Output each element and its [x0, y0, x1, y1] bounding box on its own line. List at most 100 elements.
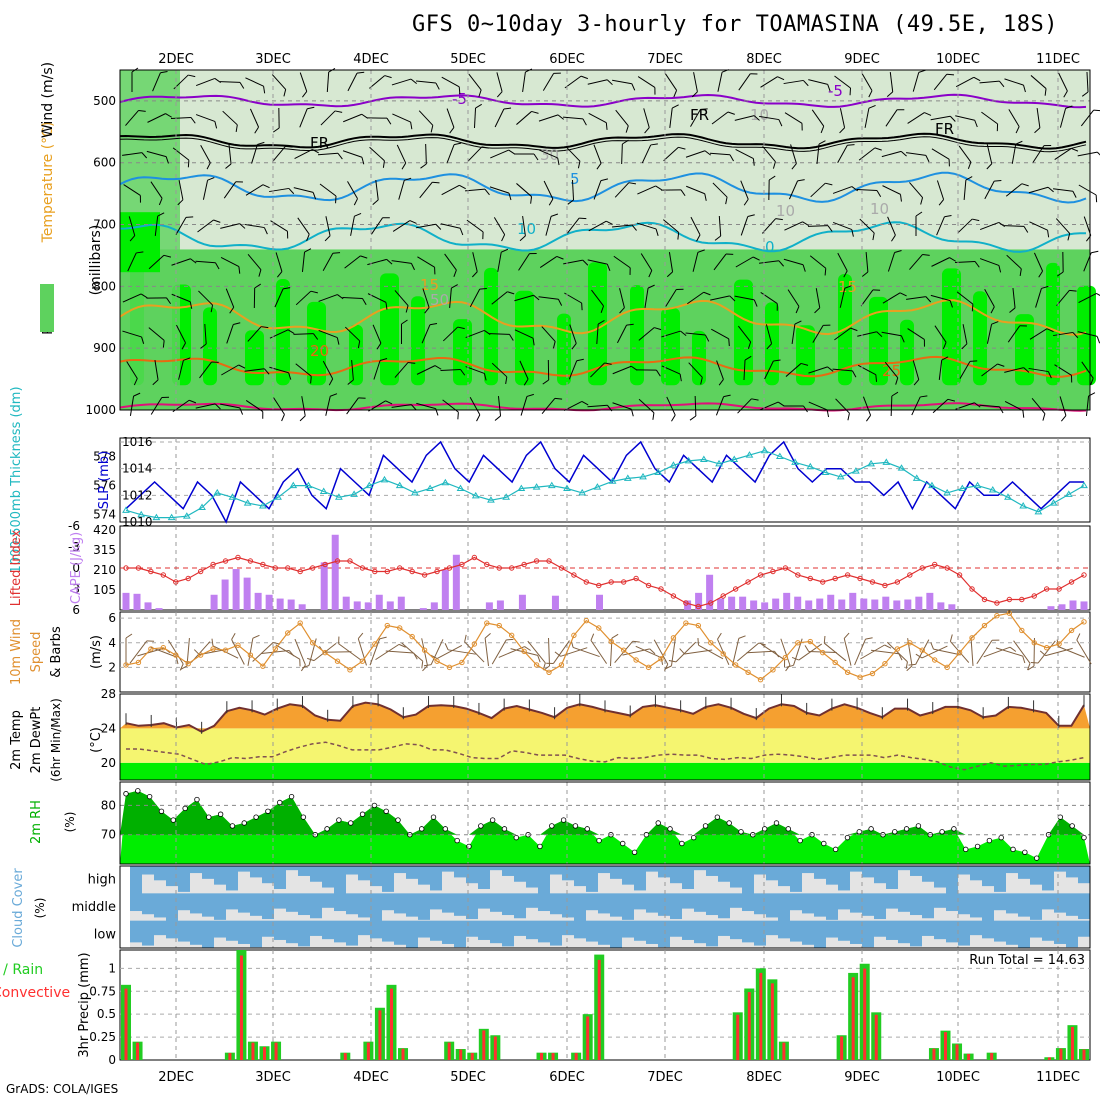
barb-staff — [962, 324, 968, 344]
barb-staff — [815, 288, 821, 308]
cloud-bar — [874, 936, 886, 948]
barb-flag — [457, 326, 465, 330]
rh-column — [942, 268, 961, 386]
barb-staff — [1076, 639, 1092, 665]
rh-column — [973, 291, 987, 386]
wind-barb — [936, 180, 945, 206]
barb-staff — [921, 645, 948, 659]
barb-flag — [239, 82, 245, 89]
li-marker — [645, 582, 652, 589]
wind-barb — [177, 180, 184, 206]
barb-flag — [449, 127, 455, 134]
thickness-marker — [973, 481, 982, 489]
wind-marker — [521, 648, 527, 655]
barb-flag — [139, 195, 141, 203]
slp-tick: 1014 — [122, 462, 153, 476]
wind-barb — [768, 175, 776, 201]
wind-barb — [419, 181, 440, 199]
barb-staff — [644, 288, 649, 308]
precip-tick: 0.75 — [89, 984, 116, 998]
wind-barb — [909, 182, 924, 205]
cloud-bar — [970, 917, 982, 921]
cloud-bar — [586, 941, 598, 948]
barb-flag — [283, 89, 287, 97]
wind-barb — [735, 149, 755, 166]
wind-marker — [1019, 627, 1025, 634]
barb-staff — [614, 182, 630, 198]
barb-flag — [508, 192, 512, 201]
barb-flag — [753, 299, 758, 307]
barb-flag — [666, 271, 673, 278]
barb-staff — [981, 111, 998, 125]
x-date-bottom: 3DEC — [255, 1070, 291, 1085]
barb-staff — [785, 363, 802, 377]
barb-flag — [866, 415, 871, 422]
barb-staff — [759, 115, 779, 121]
barb-flag — [276, 271, 283, 278]
wind-barb — [864, 104, 876, 128]
rh-column — [588, 262, 607, 386]
barb-staff — [907, 112, 925, 124]
cloud-bar — [694, 943, 706, 948]
barb-flag — [996, 123, 999, 132]
wind-barb — [1058, 72, 1068, 98]
x-date-top: 6DEC — [549, 52, 585, 67]
cloud-bar — [610, 878, 622, 894]
precip-conv-bar — [990, 1053, 994, 1060]
wind-barb — [220, 223, 246, 229]
wind-barb — [759, 115, 783, 127]
wind-barb — [790, 144, 797, 170]
wind-barb — [541, 397, 563, 414]
cape-bar — [441, 570, 449, 610]
barb-staff — [764, 360, 774, 380]
thickness-marker — [137, 510, 146, 518]
barb-flag — [185, 216, 194, 218]
barb-flag — [680, 330, 687, 337]
cloud-bar — [634, 940, 646, 948]
barb-staff — [449, 287, 452, 309]
wind-barb — [225, 288, 235, 314]
wind-barb — [614, 182, 637, 198]
barb-staff — [245, 184, 264, 196]
barb-flag — [705, 334, 710, 342]
precip-tick: 0 — [108, 1053, 116, 1067]
rh2m-marker — [702, 823, 709, 829]
cape-bar — [1069, 600, 1077, 610]
barb-flag — [582, 118, 587, 126]
barb-flag — [459, 184, 466, 190]
cloud-bar — [478, 888, 490, 894]
barb-flag — [1056, 639, 1060, 647]
cloud-bar — [922, 935, 934, 948]
wind-barb — [886, 72, 894, 98]
li-marker — [844, 572, 851, 578]
wind-barb — [465, 366, 487, 381]
cloud-bar — [562, 935, 574, 948]
wind-barb — [542, 72, 561, 91]
cloud-bar — [1042, 890, 1054, 894]
cloud-bar — [970, 935, 982, 948]
cloud-bar — [394, 873, 406, 894]
wind-barb — [441, 76, 461, 95]
wind-marker — [359, 658, 366, 664]
barb-flag — [398, 643, 406, 648]
surface-barb — [401, 642, 424, 669]
precip-conv-bar — [1082, 1049, 1086, 1060]
wind-barb — [644, 284, 655, 308]
barb-flag — [751, 398, 759, 401]
wind-barb — [1059, 105, 1073, 128]
thickness-marker — [395, 481, 404, 489]
barb-staff — [401, 642, 424, 662]
rh2m-marker — [560, 817, 567, 823]
wind-barb — [317, 152, 343, 160]
barb-flag — [972, 218, 980, 222]
barb-flag — [505, 376, 508, 385]
cloud-bar — [886, 939, 898, 948]
barb-staff — [710, 295, 730, 301]
barb-staff — [293, 187, 314, 193]
barb-flag — [1072, 190, 1077, 198]
cloud-bar — [238, 912, 250, 921]
cloud-bar — [370, 938, 382, 948]
li-marker — [1031, 593, 1037, 599]
wind-marker — [421, 647, 428, 653]
barb-flag — [238, 266, 241, 274]
